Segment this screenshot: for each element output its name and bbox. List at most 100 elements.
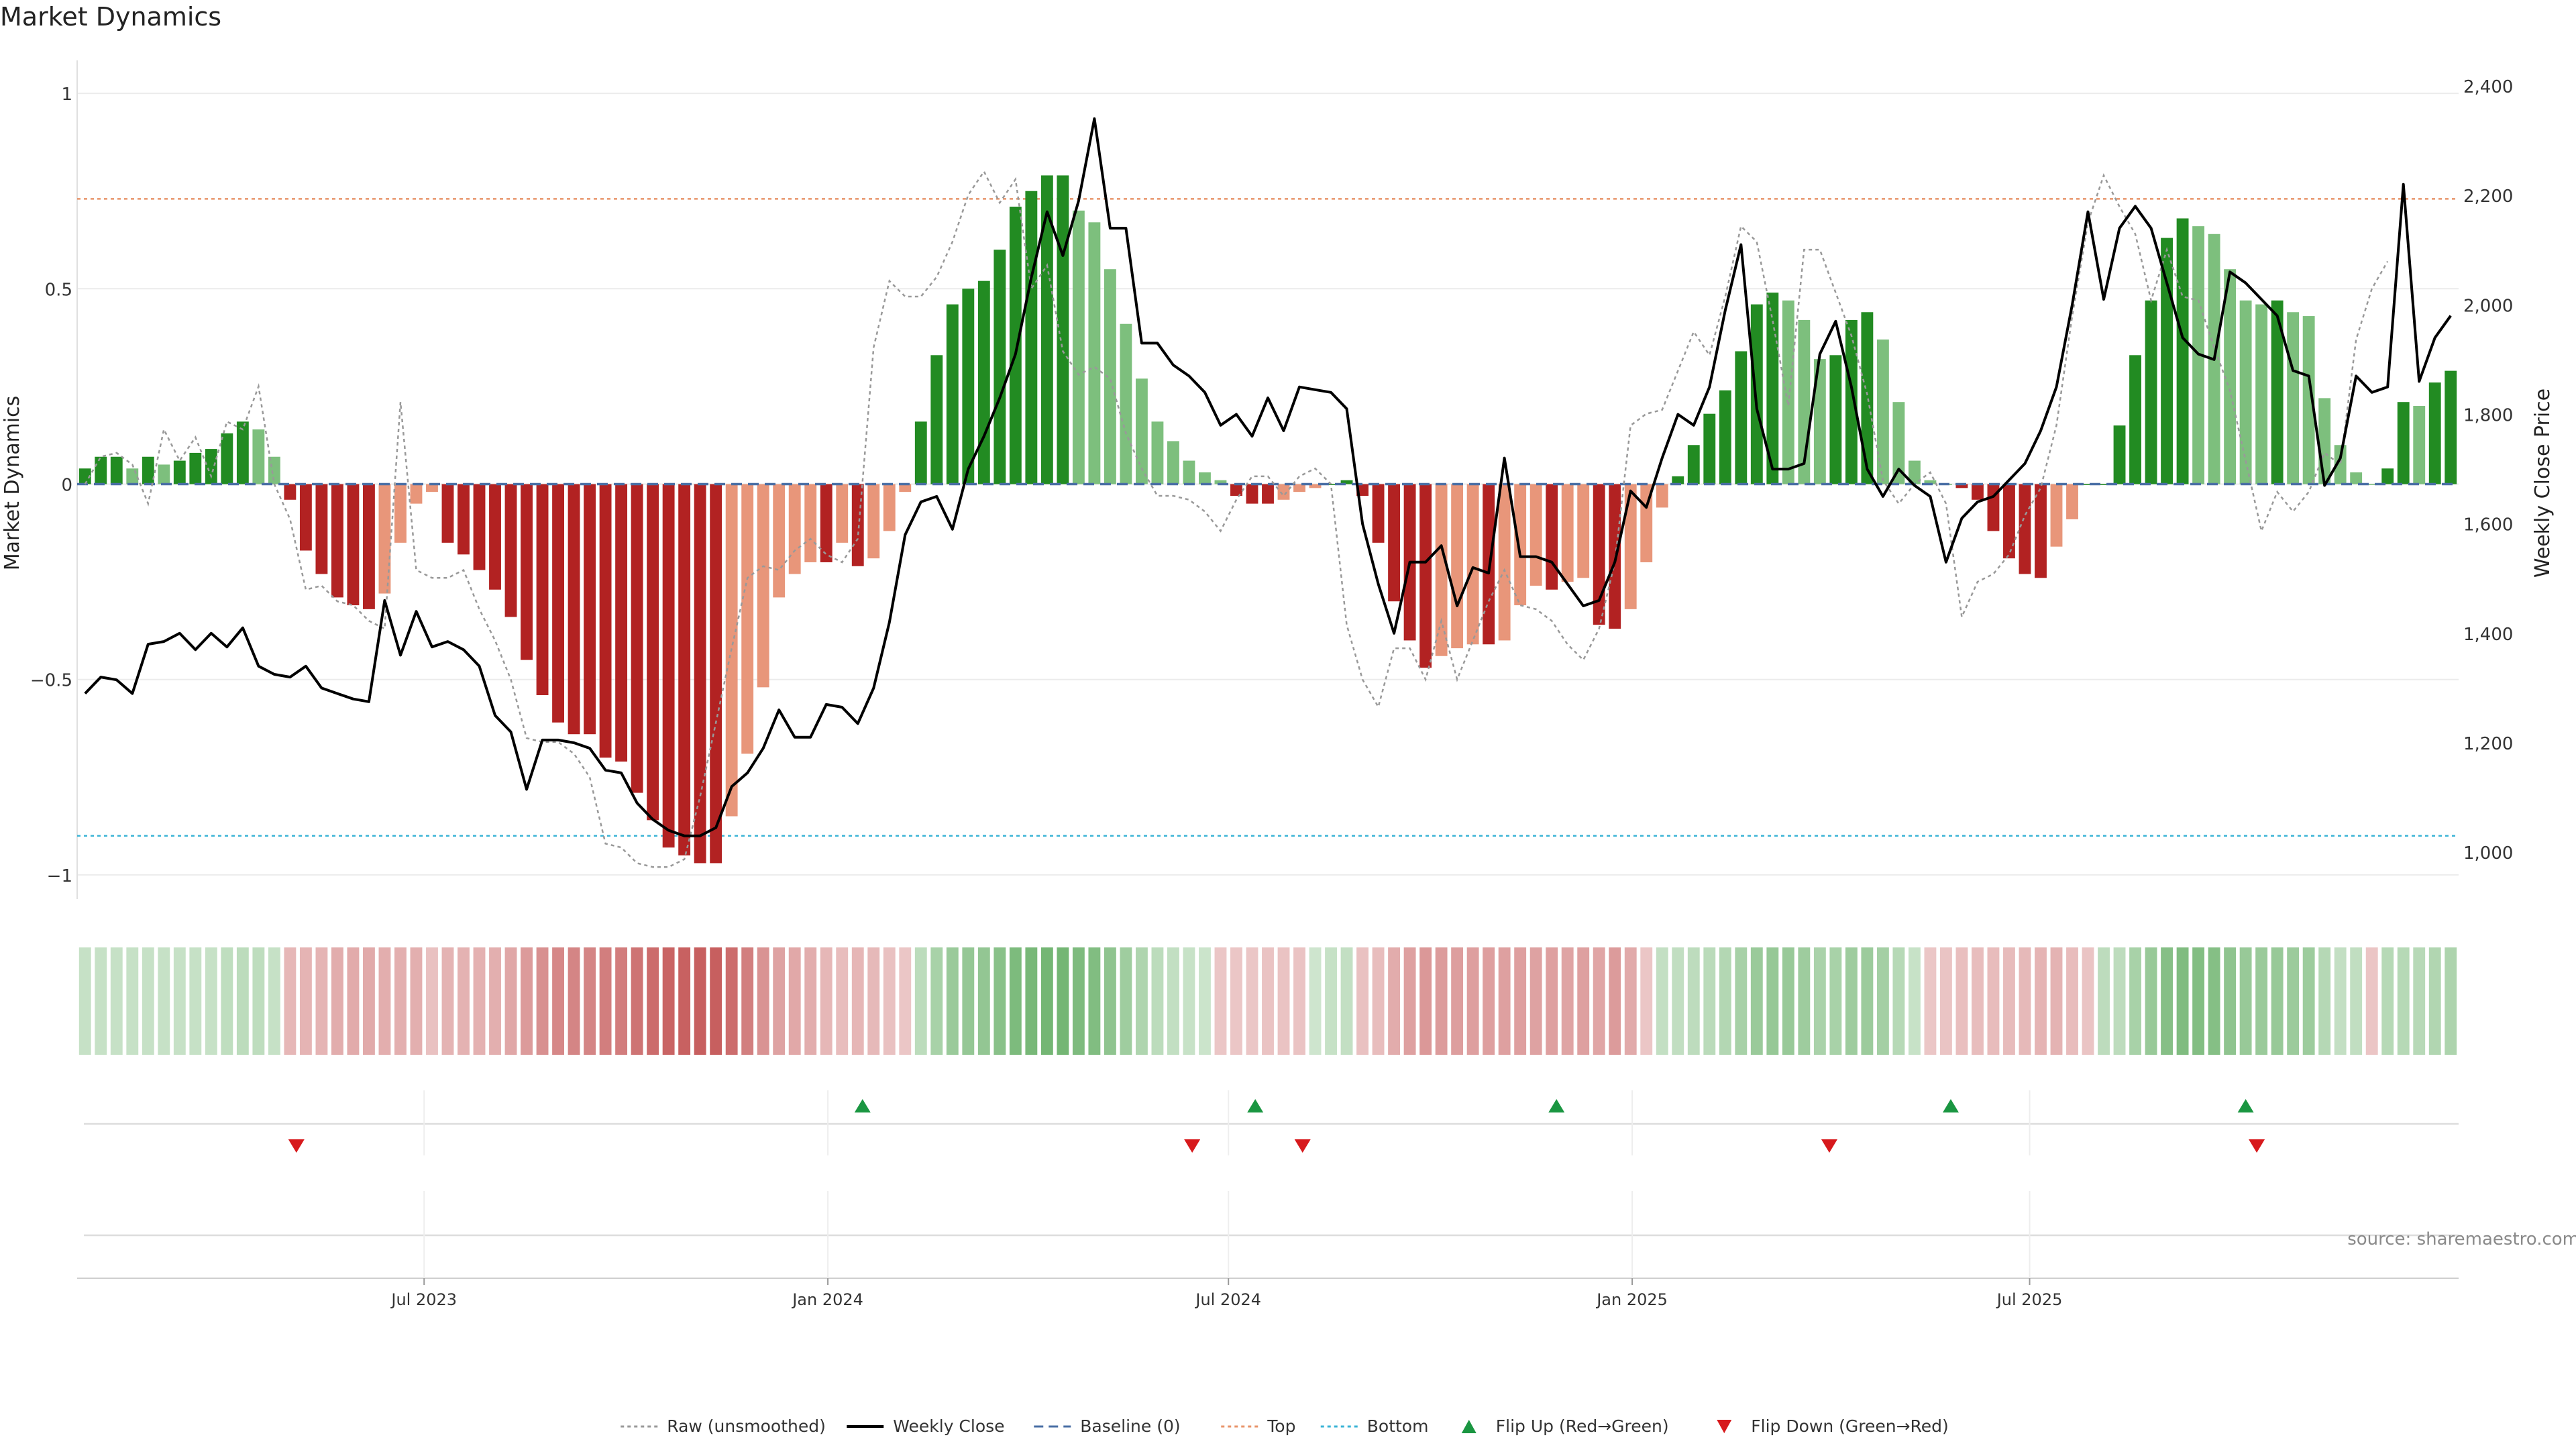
md-bar [1183, 460, 1195, 484]
md-bar [946, 304, 959, 484]
md-bar [1388, 484, 1401, 602]
md-bar [1246, 484, 1258, 504]
md-bar [315, 484, 328, 574]
regime-strip-cell [2224, 947, 2237, 1055]
flip-up-marker [1247, 1099, 1264, 1112]
md-bar [2318, 398, 2331, 484]
md-bar [615, 484, 628, 762]
regime-strip-cell [1167, 947, 1179, 1055]
y-right-tick-label: 2,400 [2463, 77, 2513, 97]
x-tick-label: Jul 2024 [1194, 1290, 1261, 1309]
source-credit: source: sharemaestro.com [2347, 1229, 2576, 1249]
regime-strip-cell [205, 947, 217, 1055]
regime-strip-cell [378, 947, 391, 1055]
flip-down-marker [1184, 1139, 1201, 1153]
md-bar [662, 484, 675, 848]
regime-strip-cell [504, 947, 517, 1055]
regime-strip-cell [2255, 947, 2268, 1055]
md-bar [1577, 484, 1590, 578]
md-bar [1025, 191, 1038, 484]
regime-strip-cell [1498, 947, 1511, 1055]
md-bar [1593, 484, 1605, 625]
md-bar [2035, 484, 2047, 578]
regime-strip-cell [631, 947, 643, 1055]
y-right-tick-label: 1,800 [2463, 405, 2513, 425]
regime-strip-cell [1262, 947, 1274, 1055]
md-bar [2003, 484, 2015, 559]
regime-strip-cell [1466, 947, 1479, 1055]
md-bar [1876, 340, 1889, 484]
md-bar [394, 484, 407, 543]
y-right-tick-label: 1,600 [2463, 515, 2513, 535]
md-bar [1435, 484, 1448, 656]
regime-strip-cell [1939, 947, 1952, 1055]
y-right-tick-label: 1,400 [2463, 625, 2513, 645]
regime-strip-cell [347, 947, 360, 1055]
md-bar [1845, 319, 1858, 484]
md-bar [205, 449, 217, 484]
regime-strip-cell [2271, 947, 2284, 1055]
y-right-tick-label: 2,200 [2463, 187, 2513, 207]
md-bar [1514, 484, 1527, 606]
regime-strip-cell [710, 947, 722, 1055]
regime-strip-cell [315, 947, 328, 1055]
regime-strip-cell [930, 947, 943, 1055]
md-bar [899, 484, 912, 492]
md-bar [2445, 370, 2457, 484]
md-bar [458, 484, 470, 555]
md-bar [1167, 441, 1179, 484]
md-bar [741, 484, 754, 754]
regime-strip-cell [2428, 947, 2441, 1055]
x-tick-label: Jan 2025 [1595, 1290, 1668, 1309]
regime-strip-cell [2365, 947, 2378, 1055]
md-bar [378, 484, 391, 594]
md-bar [1687, 445, 1700, 484]
md-bar [158, 464, 170, 484]
regime-strip-cell [1577, 947, 1590, 1055]
md-bar [2176, 218, 2189, 484]
regime-strip-cell [773, 947, 786, 1055]
md-bar [2019, 484, 2031, 574]
md-bar [710, 484, 722, 864]
md-bar [867, 484, 880, 559]
md-bar [110, 456, 123, 484]
regime-strip-cell [394, 947, 407, 1055]
regime-strip-cell [725, 947, 738, 1055]
regime-strip-cell [1624, 947, 1637, 1055]
md-bar [441, 484, 454, 543]
y-left-tick-label: −1 [47, 866, 72, 886]
md-bar [568, 484, 580, 735]
regime-strip-cell [552, 947, 564, 1055]
flip-down-marker [2249, 1139, 2265, 1153]
regime-strip-cell [458, 947, 470, 1055]
regime-strip-cell [1972, 947, 1984, 1055]
regime-strip-cell [1293, 947, 1305, 1055]
md-bar [1735, 351, 1748, 484]
regime-strip-cell [2334, 947, 2347, 1055]
regime-strip-cell [426, 947, 438, 1055]
regime-strip-cell [2019, 947, 2031, 1055]
regime-strip-cell [1703, 947, 1716, 1055]
md-bar [883, 484, 896, 531]
md-bar [1656, 484, 1668, 508]
md-bar [1372, 484, 1385, 543]
md-bar [1451, 484, 1464, 649]
md-bar [2413, 406, 2426, 484]
regime-strip-cell [189, 947, 202, 1055]
legend-label: Raw (unsmoothed) [667, 1416, 826, 1436]
md-bar [994, 250, 1006, 484]
regime-strip-cell [1040, 947, 1053, 1055]
md-bar [1088, 222, 1101, 484]
md-bar [1340, 480, 1353, 484]
regime-strip-cell [2208, 947, 2220, 1055]
md-bar [347, 484, 360, 606]
regime-strip-cell [1656, 947, 1668, 1055]
md-bar [142, 456, 154, 484]
regime-strip-cell [158, 947, 170, 1055]
regime-strip-cell [757, 947, 769, 1055]
regime-strip-cell [489, 947, 501, 1055]
md-bar [1908, 460, 1921, 484]
md-bar [1135, 378, 1148, 484]
